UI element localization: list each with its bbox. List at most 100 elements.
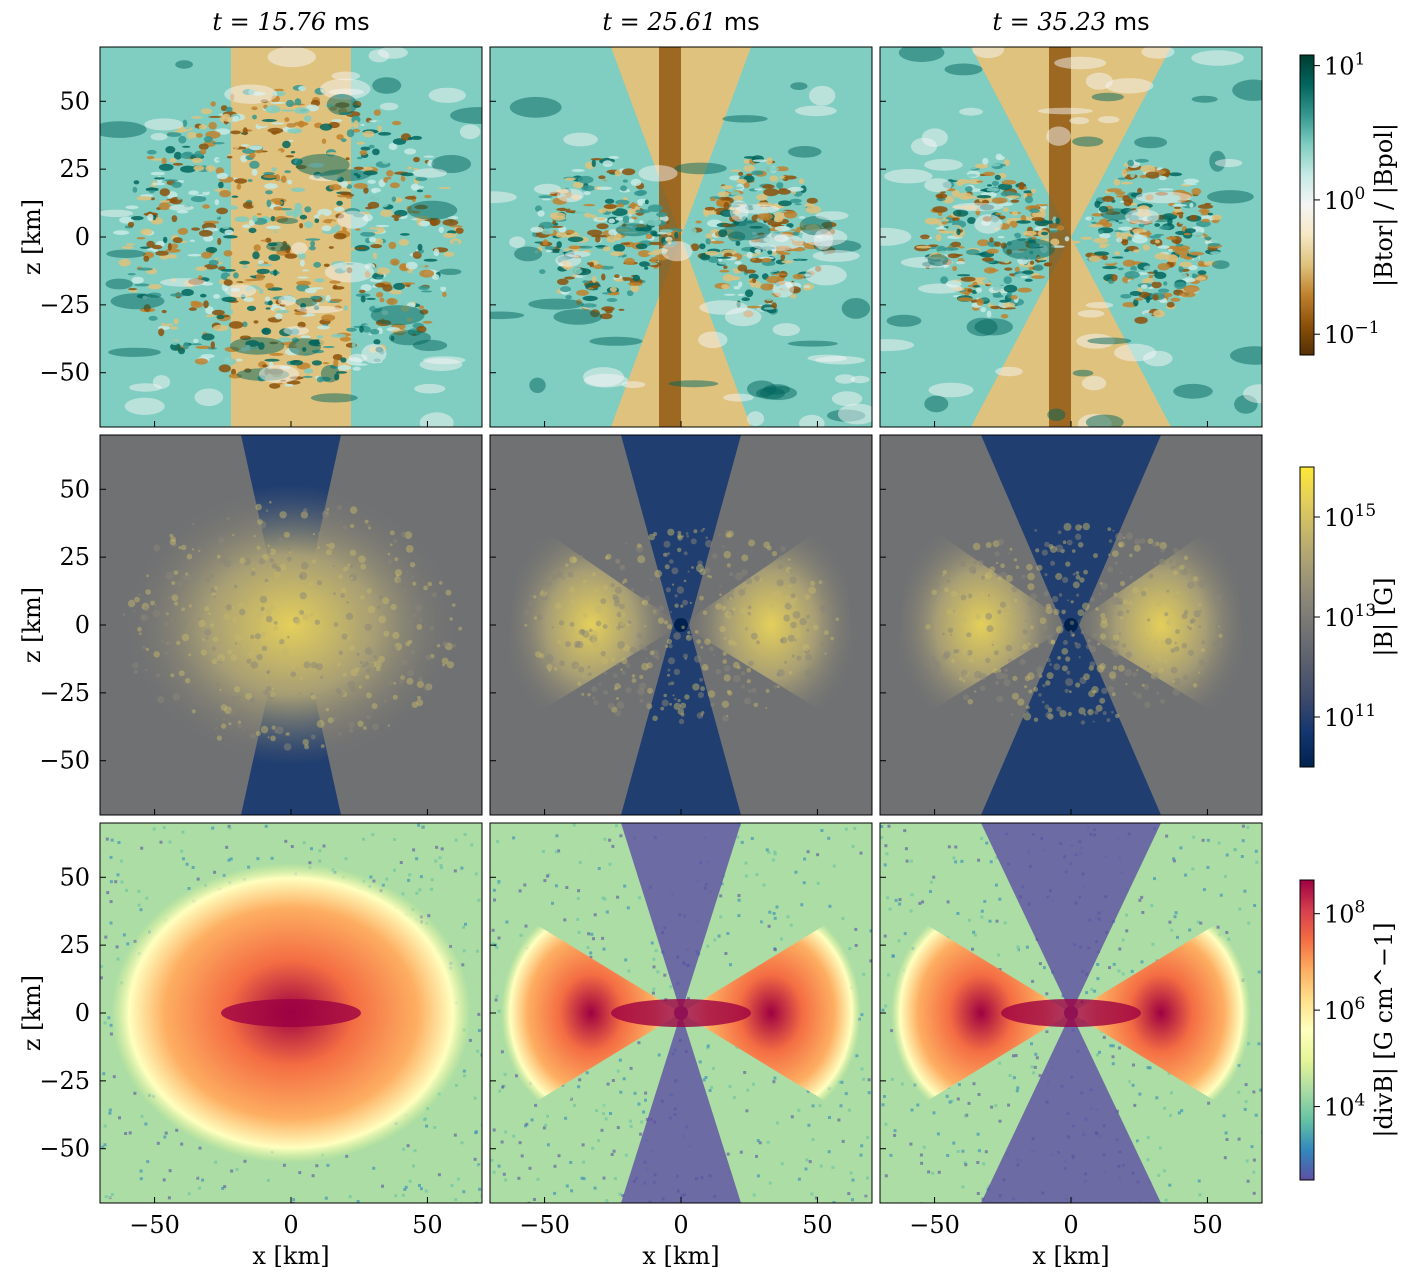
ratio-speckle bbox=[239, 260, 250, 265]
ratio-speckle bbox=[1176, 212, 1184, 215]
field-speckle bbox=[620, 668, 623, 671]
ratio-patch bbox=[144, 118, 184, 131]
ratio-speckle bbox=[255, 272, 265, 281]
ratio-speckle bbox=[601, 251, 607, 257]
ratio-speckle bbox=[388, 142, 398, 151]
ratio-speckle bbox=[920, 234, 930, 240]
field-speckle bbox=[567, 572, 574, 578]
field-speckle bbox=[370, 662, 375, 667]
noise-pixel bbox=[196, 1176, 200, 1180]
ratio-speckle bbox=[710, 240, 725, 244]
ratio-speckle bbox=[251, 260, 259, 266]
noise-pixel bbox=[460, 866, 464, 870]
ratio-speckle bbox=[766, 157, 773, 165]
noise-pixel bbox=[1102, 1035, 1106, 1039]
field-speckle bbox=[992, 667, 998, 674]
ratio-speckle bbox=[982, 278, 994, 284]
noise-pixel bbox=[477, 1029, 481, 1032]
field-speckle bbox=[257, 597, 260, 601]
ratio-speckle bbox=[233, 272, 239, 279]
noise-pixel bbox=[344, 857, 348, 861]
ratio-speckle bbox=[1198, 208, 1210, 213]
ratio-speckle bbox=[352, 128, 361, 133]
ratio-speckle bbox=[200, 293, 207, 298]
field-speckle bbox=[1075, 571, 1080, 575]
ratio-speckle bbox=[194, 358, 208, 365]
field-speckle bbox=[788, 670, 793, 675]
field-speckle bbox=[1012, 675, 1018, 682]
field-speckle bbox=[315, 545, 318, 549]
field-speckle bbox=[139, 632, 142, 635]
field-speckle bbox=[1123, 536, 1126, 539]
ratio-speckle bbox=[610, 251, 625, 257]
ratio-speckle bbox=[627, 282, 643, 286]
noise-pixel bbox=[772, 912, 776, 915]
ratio-speckle bbox=[334, 206, 345, 212]
field-speckle bbox=[1075, 524, 1082, 531]
field-speckle bbox=[790, 593, 796, 598]
noise-pixel bbox=[497, 881, 501, 885]
ratio-patch bbox=[528, 298, 584, 310]
ratio-speckle bbox=[380, 209, 393, 217]
field-speckle bbox=[763, 541, 771, 549]
ratio-speckle bbox=[789, 198, 802, 204]
noise-pixel bbox=[464, 922, 467, 926]
field-speckle bbox=[588, 672, 592, 676]
y-tick-label: 50 bbox=[59, 475, 90, 503]
field-speckle bbox=[805, 669, 813, 677]
field-speckle bbox=[436, 644, 441, 648]
ratio-speckle bbox=[373, 109, 381, 116]
noise-pixel bbox=[515, 1158, 519, 1162]
ratio-speckle bbox=[221, 358, 237, 366]
ratio-speckle bbox=[130, 216, 144, 221]
ratio-speckle bbox=[1028, 266, 1033, 271]
noise-pixel bbox=[803, 857, 807, 861]
ratio-speckle bbox=[622, 179, 628, 183]
noise-pixel bbox=[144, 1122, 148, 1126]
field-speckle bbox=[974, 690, 977, 693]
ratio-speckle bbox=[690, 243, 700, 251]
ratio-speckle bbox=[163, 236, 168, 244]
noise-pixel bbox=[881, 1008, 885, 1012]
field-speckle bbox=[997, 609, 1002, 614]
ratio-speckle bbox=[382, 284, 393, 292]
noise-pixel bbox=[1131, 1083, 1135, 1087]
noise-pixel bbox=[404, 1185, 408, 1189]
noise-pixel bbox=[601, 896, 605, 900]
field-speckle bbox=[1076, 593, 1080, 597]
noise-pixel bbox=[185, 862, 189, 866]
ratio-patch bbox=[1098, 116, 1120, 124]
field-speckle bbox=[794, 639, 797, 642]
ratio-speckle bbox=[1134, 316, 1148, 324]
ratio-patch bbox=[1173, 383, 1213, 399]
noise-pixel bbox=[118, 1116, 121, 1120]
ratio-speckle bbox=[1011, 211, 1019, 216]
ratio-patch bbox=[924, 178, 952, 193]
ratio-speckle bbox=[262, 364, 268, 368]
noise-pixel bbox=[1174, 894, 1177, 898]
field-speckle bbox=[1061, 665, 1068, 672]
field-speckle bbox=[1013, 558, 1018, 562]
ratio-speckle bbox=[187, 273, 197, 280]
field-speckle bbox=[600, 657, 609, 665]
ratio-speckle bbox=[386, 170, 394, 177]
ratio-speckle bbox=[1204, 236, 1212, 241]
field-speckle bbox=[951, 599, 954, 602]
field-speckle bbox=[681, 625, 685, 630]
field-speckle bbox=[239, 557, 246, 564]
ratio-speckle bbox=[981, 257, 995, 262]
ratio-speckle bbox=[304, 206, 312, 213]
ratio-speckle bbox=[309, 245, 316, 251]
ratio-speckle bbox=[294, 98, 302, 106]
ratio-speckle bbox=[315, 258, 322, 262]
ratio-speckle bbox=[1007, 217, 1022, 221]
field-speckle bbox=[729, 597, 733, 601]
field-speckle bbox=[648, 533, 656, 541]
field-speckle bbox=[1088, 709, 1092, 713]
y-tick-label: 25 bbox=[59, 155, 90, 183]
ratio-speckle bbox=[356, 156, 363, 160]
ratio-speckle bbox=[198, 143, 209, 150]
field-speckle bbox=[412, 613, 417, 618]
ratio-patch bbox=[583, 367, 624, 387]
ratio-speckle bbox=[176, 304, 188, 310]
